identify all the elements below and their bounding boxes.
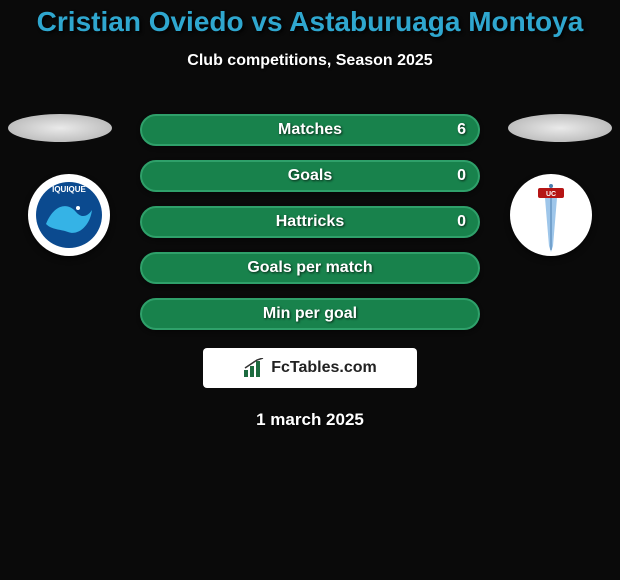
stat-label: Matches: [278, 121, 342, 139]
crest-circle-right: UC: [510, 174, 592, 256]
stat-value-right: 6: [457, 121, 466, 139]
stat-pill-matches: Matches 6: [140, 114, 480, 146]
stat-pill-goals: Goals 0: [140, 160, 480, 192]
stat-label: Hattricks: [276, 213, 344, 231]
stat-value-right: 0: [457, 213, 466, 231]
stat-value-right: 0: [457, 167, 466, 185]
page-title: Cristian Oviedo vs Astaburuaga Montoya: [0, 0, 620, 38]
crest-circle-left: IQUIQUE: [28, 174, 110, 256]
stats-pills: Matches 6 Goals 0 Hattricks 0 Goals per …: [140, 114, 480, 330]
player-oval-left: [8, 114, 112, 142]
stat-label: Goals: [288, 167, 332, 185]
comparison-stage: IQUIQUE UC Matches 6: [0, 114, 620, 430]
club-crest-left: IQUIQUE: [20, 172, 118, 258]
page-subtitle: Club competitions, Season 2025: [0, 52, 620, 70]
crest-svg-left: IQUIQUE: [28, 174, 110, 256]
stat-pill-hattricks: Hattricks 0: [140, 206, 480, 238]
source-logo-text: FcTables.com: [271, 359, 377, 377]
comparison-date: 1 march 2025: [0, 410, 620, 430]
stat-pill-gpm: Goals per match: [140, 252, 480, 284]
stat-pill-mpg: Min per goal: [140, 298, 480, 330]
crest-right-label: UC: [546, 191, 556, 198]
club-crest-right: UC: [502, 172, 600, 258]
stat-label: Min per goal: [263, 305, 357, 323]
source-logo: FcTables.com: [203, 348, 417, 388]
stat-label: Goals per match: [247, 259, 372, 277]
player-oval-right: [508, 114, 612, 142]
crest-left-label: IQUIQUE: [52, 185, 86, 194]
crest-svg-right: UC: [510, 174, 592, 256]
bars-icon: [243, 358, 265, 378]
